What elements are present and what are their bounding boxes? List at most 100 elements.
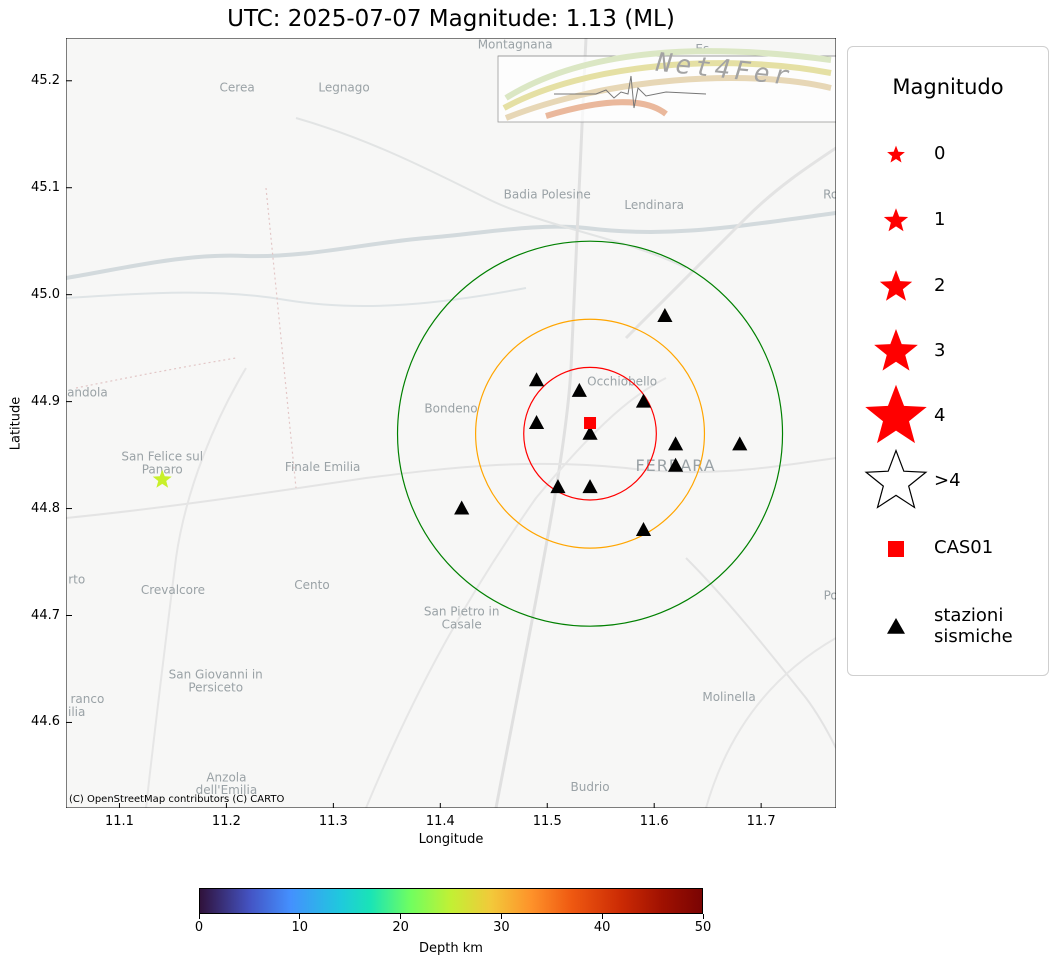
place-label: dell'Emilia: [196, 783, 258, 797]
distance-circles: [396, 240, 784, 627]
distance-circle: [396, 240, 784, 627]
station-triangle-icon[interactable]: [528, 372, 545, 387]
legend-item: >4: [848, 442, 1048, 522]
x-tick-label: 11.4: [425, 814, 455, 829]
legend-item: stazioni sismiche: [848, 587, 1048, 667]
place-label: Molinella: [702, 690, 755, 704]
epicenter-star-icon[interactable]: [152, 469, 172, 488]
station-triangle-icon[interactable]: [732, 436, 748, 451]
place-label: San Felice sul: [121, 449, 203, 463]
map-attribution: (C) OpenStreetMap contributors (C) CARTO: [69, 794, 285, 805]
map-title: UTC: 2025-07-07 Magnitude: 1.13 (ML): [227, 6, 675, 32]
place-label: Montagnana: [478, 38, 553, 52]
legend-item: 2: [848, 247, 1048, 327]
place-label: Po: [824, 588, 836, 602]
x-tick-label: 11.7: [746, 814, 776, 829]
colorbar-tick-mark: [601, 914, 603, 919]
legend-item: 0: [848, 115, 1048, 195]
station-triangle-icon[interactable]: [582, 479, 598, 494]
place-label: Cerea: [220, 80, 255, 94]
place-label: ilia: [68, 705, 85, 719]
legend-label: 1: [934, 209, 946, 230]
depth-colorbar: [199, 888, 703, 914]
distance-circle: [474, 318, 706, 549]
legend-star-icon: [864, 448, 928, 509]
basemap-features: [66, 38, 836, 808]
y-tick-label: 44.7: [31, 607, 60, 623]
map-panel[interactable]: Montagnana Cerea Legnago Badia Polesine Lend…: [66, 38, 836, 808]
place-label: San Giovanni in: [169, 668, 263, 682]
event-epicenter: [152, 469, 172, 488]
colorbar-tick-label: 10: [291, 920, 309, 935]
place-label: Panaro: [142, 462, 183, 476]
station-triangle-icon[interactable]: [528, 415, 545, 429]
place-label: andola: [67, 385, 108, 399]
legend-label: stazioni sismiche: [934, 605, 1013, 647]
place-label: Anzola: [206, 770, 246, 784]
x-tick-label: 11.3: [318, 814, 348, 829]
place-label: Cento: [294, 578, 329, 592]
x-tick-label: 11.5: [532, 814, 562, 829]
place-label: Occhiobello: [587, 375, 657, 389]
station-triangle-icon[interactable]: [667, 457, 684, 472]
seismic-stations: [454, 308, 748, 536]
place-label: Lendinara: [624, 198, 684, 212]
legend-item: 1: [848, 181, 1048, 261]
station-triangle-icon[interactable]: [582, 425, 598, 440]
distance-circle: [523, 366, 657, 501]
legend-item: 3: [848, 312, 1048, 392]
station-triangle-icon[interactable]: [550, 479, 566, 494]
station-triangle-icon[interactable]: [454, 500, 470, 515]
x-tick-label: 11.6: [639, 814, 669, 829]
colorbar-label: Depth km: [419, 941, 483, 956]
colorbar-tick-label: 50: [694, 920, 712, 935]
place-label: Casale: [442, 617, 482, 631]
cas01-square-icon[interactable]: [584, 417, 597, 429]
net4fer-logo: Net4Fer: [497, 48, 836, 123]
x-axis-label: Longitude: [418, 832, 484, 847]
y-tick-label: 45.1: [31, 179, 60, 195]
place-label: Legnago: [318, 80, 369, 94]
legend-star-icon: [887, 145, 905, 163]
legend-star-icon: [883, 208, 909, 232]
station-triangle-icon[interactable]: [571, 382, 587, 397]
station-triangle-icon[interactable]: [667, 436, 684, 451]
legend-label: 3: [934, 340, 946, 361]
place-labels: Montagnana Cerea Legnago Badia Polesine Lend…: [67, 38, 836, 797]
legend-star-icon: [879, 270, 913, 301]
y-tick-label: 44.6: [31, 714, 60, 730]
legend-star-icon: [865, 384, 927, 444]
magnitude-legend: Magnitudo 0 1 2 3 4 >4 CAS01 stazioni sismiche: [847, 46, 1049, 676]
colorbar-tick-mark: [500, 914, 502, 919]
legend-star-icon: [874, 329, 918, 371]
colorbar-tick-mark: [299, 914, 301, 919]
legend-triangle-icon: [887, 618, 905, 634]
legend-item: CAS01: [848, 509, 1048, 589]
y-axis-ticks: [66, 80, 72, 723]
colorbar-tick-label: 30: [493, 920, 510, 935]
x-tick-label: 11.2: [211, 814, 241, 829]
colorbar-tick-mark: [702, 914, 704, 919]
place-label: ranco: [70, 692, 104, 706]
colorbar-tick-label: 0: [194, 920, 204, 935]
station-cas01: [584, 417, 597, 429]
place-label: Badia Polesine: [504, 187, 591, 201]
place-label: Ro: [823, 187, 836, 201]
legend-label: CAS01: [934, 537, 994, 558]
x-tick-label: 11.1: [104, 814, 134, 829]
colorbar-tick-label: 40: [593, 920, 611, 935]
y-tick-label: 45.0: [31, 286, 60, 302]
y-tick-label: 44.9: [31, 393, 60, 409]
place-label: San Pietro in: [424, 605, 500, 619]
legend-title: Magnitudo: [892, 75, 1004, 99]
colorbar-tick-mark: [198, 914, 200, 919]
station-triangle-icon[interactable]: [657, 308, 673, 323]
place-label: Persiceto: [188, 680, 243, 694]
place-label: Crevalcore: [141, 583, 205, 597]
y-tick-label: 45.2: [31, 72, 60, 88]
legend-item: 4: [848, 377, 1048, 457]
station-triangle-icon[interactable]: [635, 393, 652, 408]
station-triangle-icon[interactable]: [635, 521, 652, 536]
y-tick-label: 44.8: [31, 500, 60, 516]
place-label: Bondeno: [424, 401, 477, 415]
